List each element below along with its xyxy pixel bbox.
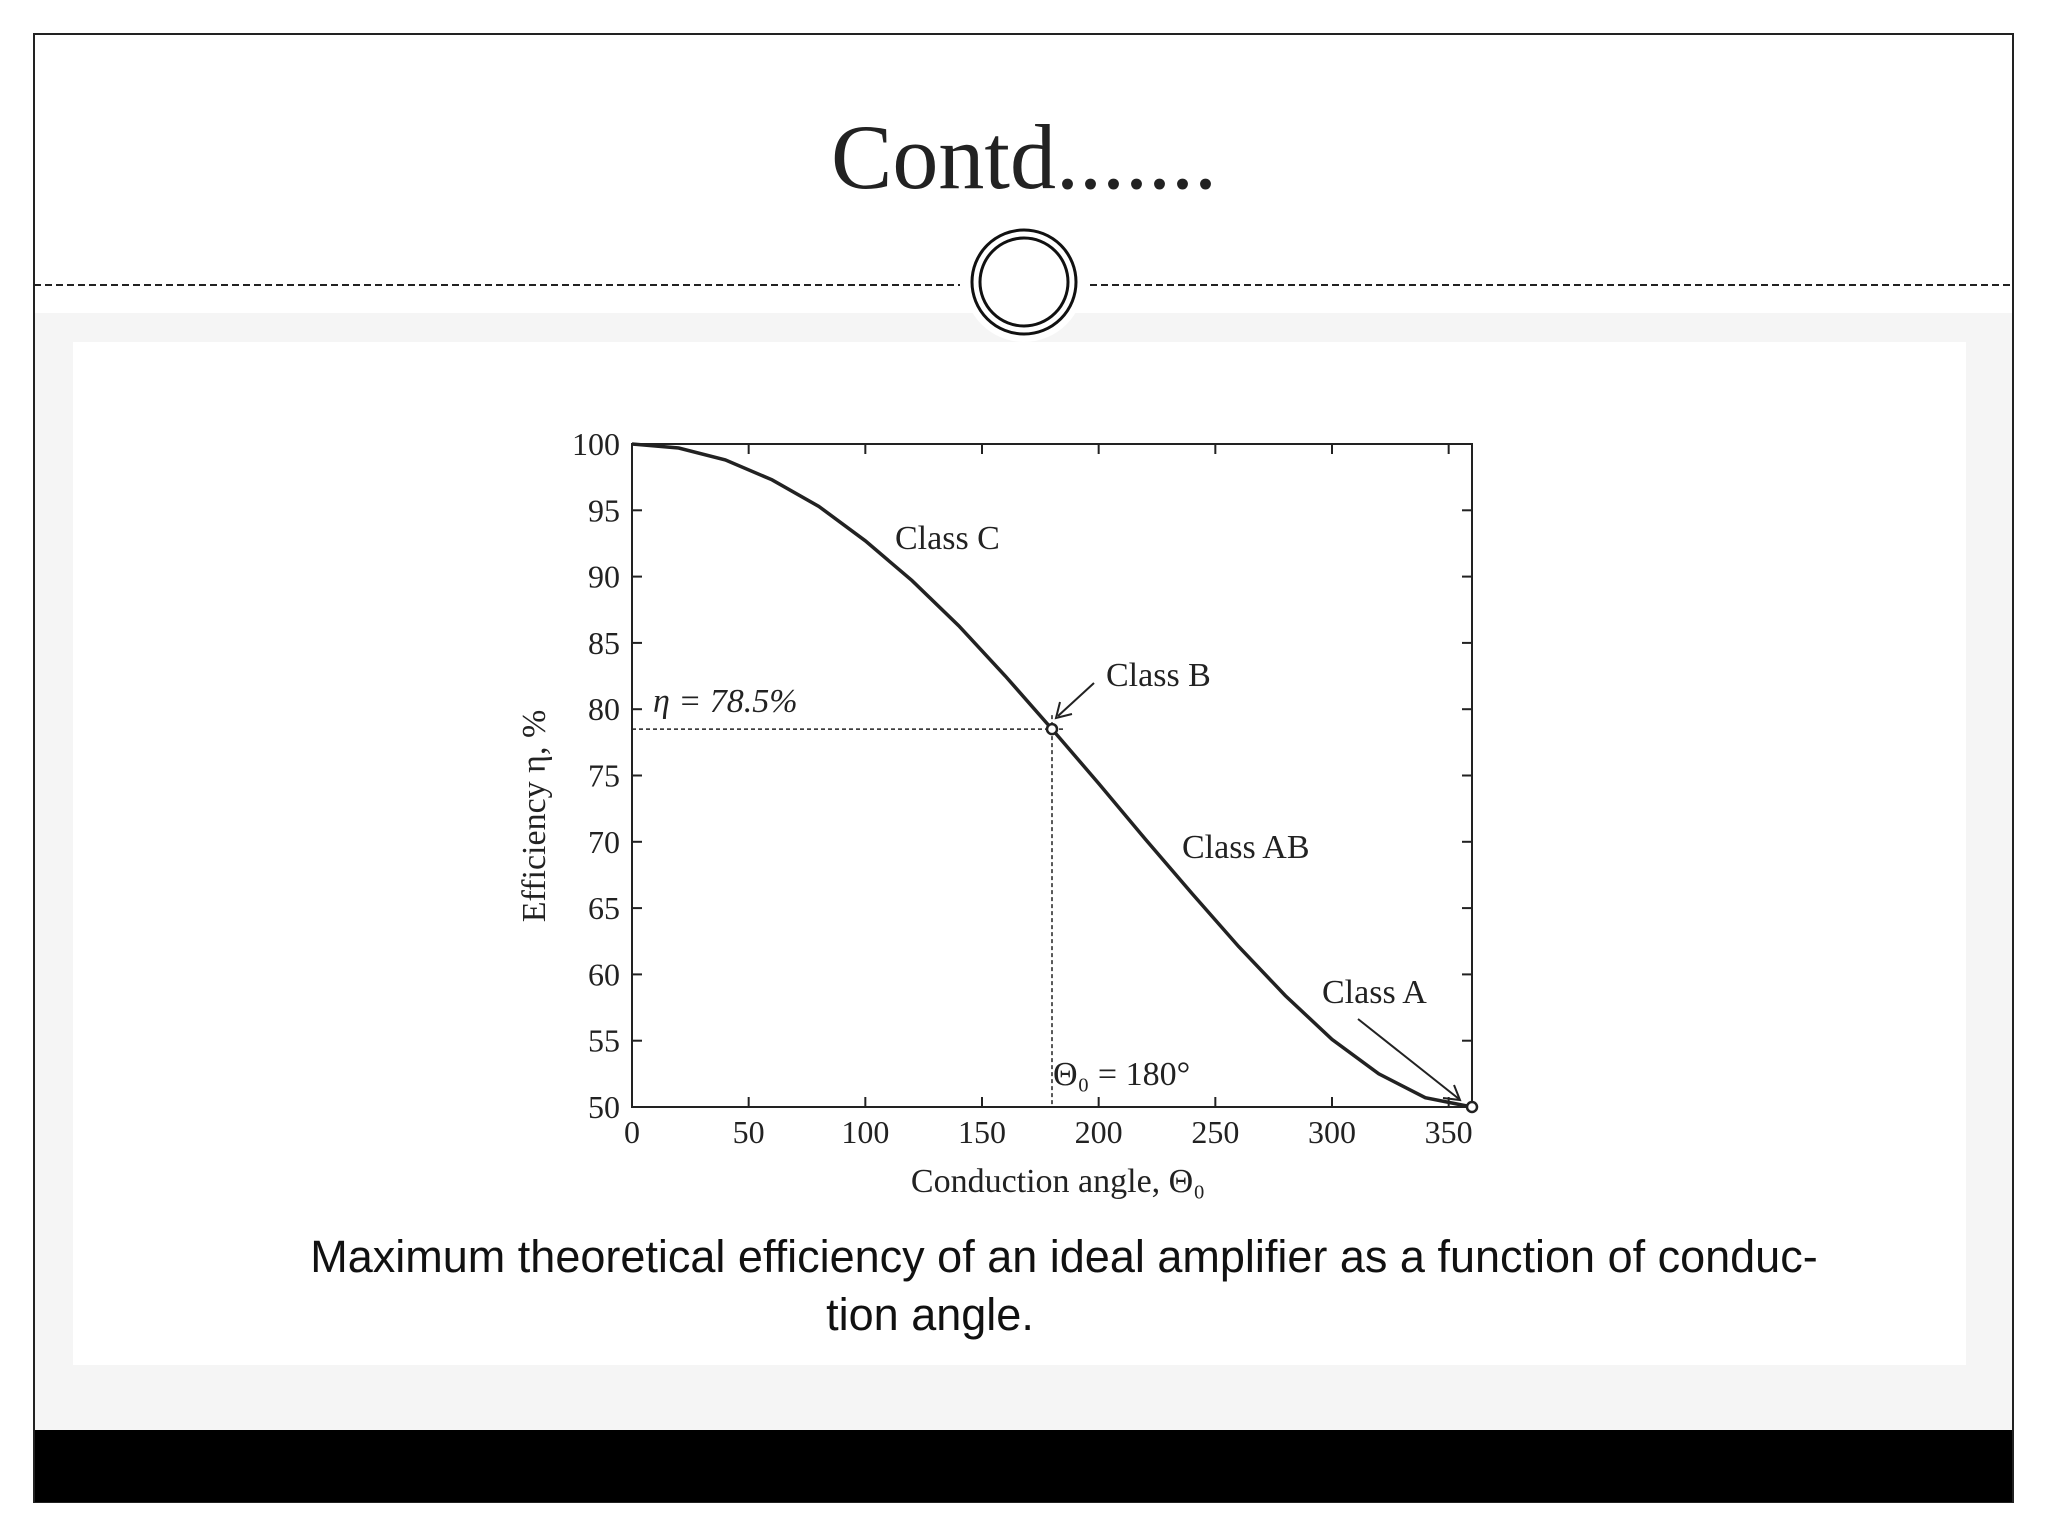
y-tick-label: 60 bbox=[588, 956, 620, 992]
x-tick-label: 50 bbox=[733, 1114, 765, 1150]
y-tick-label: 65 bbox=[588, 890, 620, 926]
x-tick-label: 300 bbox=[1308, 1114, 1356, 1150]
annotation: Class B bbox=[1106, 657, 1211, 694]
marker bbox=[1045, 722, 1059, 736]
x-tick-label: 150 bbox=[958, 1114, 1006, 1150]
annotation: η = 78.5% bbox=[653, 683, 798, 720]
y-tick-label: 50 bbox=[588, 1089, 620, 1125]
x-tick-label: 250 bbox=[1191, 1114, 1239, 1150]
annotation: Class AB bbox=[1182, 829, 1310, 866]
y-tick-label: 75 bbox=[588, 758, 620, 794]
y-tick-label: 90 bbox=[588, 559, 620, 595]
arrow bbox=[1057, 682, 1095, 717]
y-axis-label: Efficiency η, % bbox=[516, 710, 553, 923]
divider-ornament bbox=[978, 236, 1070, 328]
x-tick-label: 350 bbox=[1425, 1114, 1473, 1150]
footer-bar bbox=[35, 1430, 2012, 1502]
caption: tion angle. bbox=[826, 1289, 1034, 1340]
y-tick-label: 80 bbox=[588, 691, 620, 727]
annotation: Θ₀ = 180° bbox=[1053, 1056, 1190, 1093]
figure-box bbox=[73, 342, 1966, 1365]
x-tick-label: 100 bbox=[841, 1114, 889, 1150]
y-tick-label: 95 bbox=[588, 492, 620, 528]
divider-ornament-bg bbox=[964, 222, 1084, 342]
slide-title: Contd....... bbox=[831, 106, 1217, 208]
y-tick-label: 70 bbox=[588, 824, 620, 860]
annotation: Class C bbox=[895, 520, 1000, 557]
arrow-head bbox=[1054, 701, 1073, 720]
y-tick-label: 55 bbox=[588, 1023, 620, 1059]
x-tick-label: 200 bbox=[1075, 1114, 1123, 1150]
annotation: Class A bbox=[1322, 974, 1427, 1011]
caption: Maximum theoretical efficiency of an ide… bbox=[310, 1231, 1817, 1282]
x-axis-label: Conduction angle, Θ₀ bbox=[911, 1163, 1205, 1200]
y-tick-label: 85 bbox=[588, 625, 620, 661]
x-tick-label: 0 bbox=[624, 1114, 640, 1150]
marker bbox=[1465, 1100, 1479, 1114]
y-tick-label: 100 bbox=[572, 426, 620, 462]
arrow bbox=[1357, 1018, 1460, 1100]
arrows bbox=[1054, 682, 1462, 1102]
divider-ornament bbox=[970, 228, 1078, 336]
plot-frame bbox=[631, 443, 1473, 1108]
